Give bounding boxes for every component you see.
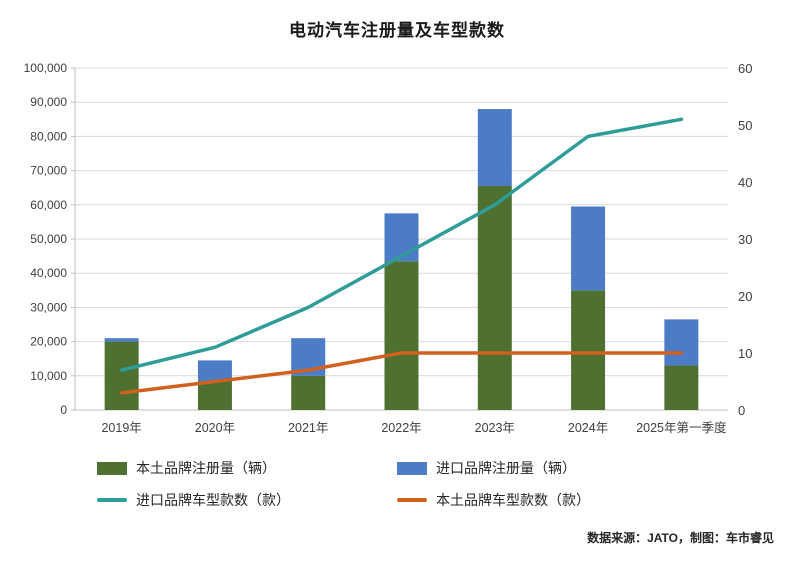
legend-label-local-registrations: 本土品牌注册量（辆）: [136, 460, 276, 476]
legend: 本土品牌注册量（辆） 进口品牌注册量（辆） 进口品牌车型款数（款） 本土品牌车型…: [0, 458, 794, 510]
svg-text:30,000: 30,000: [30, 300, 67, 314]
svg-text:80,000: 80,000: [30, 129, 67, 143]
svg-text:0: 0: [60, 403, 67, 417]
svg-text:30: 30: [738, 232, 752, 247]
source-note: 数据来源：JATO，制图：车市睿见: [587, 531, 774, 545]
svg-text:2020年: 2020年: [195, 421, 235, 435]
svg-text:20,000: 20,000: [30, 335, 67, 349]
svg-text:2023年: 2023年: [475, 421, 515, 435]
svg-text:2022年: 2022年: [381, 421, 421, 435]
svg-text:90,000: 90,000: [30, 95, 67, 109]
svg-text:100,000: 100,000: [24, 61, 68, 75]
legend-label-local-models: 本土品牌车型款数（款）: [436, 492, 590, 508]
svg-text:60: 60: [738, 61, 752, 76]
legend-swatch-import-models: [97, 498, 127, 502]
svg-text:2024年: 2024年: [568, 421, 608, 435]
svg-text:60,000: 60,000: [30, 198, 67, 212]
chart-plot-area: 0 10,000 20,000 30,000 40,000 50,000 60,000 70,…: [24, 61, 753, 435]
svg-text:0: 0: [738, 403, 745, 418]
svg-text:10: 10: [738, 346, 752, 361]
svg-text:10,000: 10,000: [30, 369, 67, 383]
legend-swatch-import-registrations: [397, 461, 427, 475]
svg-text:2019年: 2019年: [101, 421, 141, 435]
svg-text:50: 50: [738, 118, 752, 133]
svg-text:50,000: 50,000: [30, 232, 67, 246]
svg-text:2021年: 2021年: [288, 421, 328, 435]
legend-item-local-models: 本土品牌车型款数（款）: [397, 490, 697, 510]
svg-text:2025年第一季度: 2025年第一季度: [636, 420, 727, 435]
legend-item-import-models: 进口品牌车型款数（款）: [97, 490, 397, 510]
svg-text:40: 40: [738, 175, 752, 190]
legend-label-import-models: 进口品牌车型款数（款）: [136, 492, 290, 508]
chart-title: 电动汽车注册量及车型款数: [289, 21, 505, 40]
legend-swatch-local-models: [397, 498, 427, 502]
svg-text:40,000: 40,000: [30, 266, 67, 280]
legend-item-local-registrations: 本土品牌注册量（辆）: [97, 458, 397, 478]
legend-label-import-registrations: 进口品牌注册量（辆）: [436, 460, 576, 476]
svg-text:70,000: 70,000: [30, 164, 67, 178]
legend-item-import-registrations: 进口品牌注册量（辆）: [397, 458, 697, 478]
legend-swatch-local-registrations: [97, 461, 127, 475]
svg-text:20: 20: [738, 289, 752, 304]
